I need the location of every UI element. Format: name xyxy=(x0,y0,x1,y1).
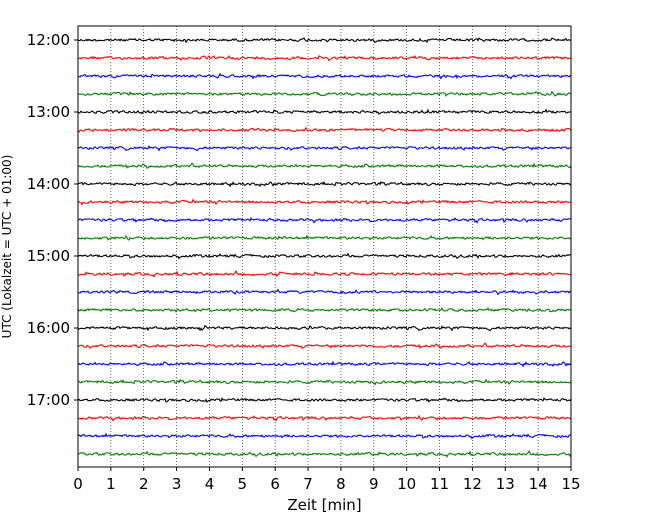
trace-1230 xyxy=(77,72,572,80)
x-tick-label: 10 xyxy=(397,475,416,493)
x-tick-label: 4 xyxy=(205,475,215,493)
y-tick-label: 12:00 xyxy=(27,31,70,49)
x-axis-label: Zeit [min] xyxy=(287,496,361,514)
x-tick-label: 8 xyxy=(336,475,346,493)
x-tick-label: 13 xyxy=(496,475,515,493)
trace-1500 xyxy=(77,252,572,260)
grid-layer xyxy=(110,26,539,467)
y-tick-label: 15:00 xyxy=(27,247,70,265)
x-tick-label: 6 xyxy=(270,475,280,493)
trace-1215 xyxy=(77,54,572,62)
trace-1445 xyxy=(77,234,572,241)
x-tick-label: 9 xyxy=(369,475,379,493)
x-tick-label: 11 xyxy=(430,475,449,493)
trace-1515 xyxy=(77,270,572,278)
tick-layer: 0 1 2 3 4 5 6 7 8 9 10 11 12 13 14 1512:0013:0014:0015:… xyxy=(27,31,581,493)
y-tick-label: 16:00 xyxy=(27,319,70,337)
trace-layer xyxy=(77,37,572,458)
trace-1430 xyxy=(77,216,572,224)
x-tick-label: 1 xyxy=(106,475,116,493)
trace-1345 xyxy=(77,162,572,169)
trace-1415 xyxy=(77,198,572,206)
trace-1315 xyxy=(77,126,572,133)
trace-1245 xyxy=(77,90,572,97)
y-axis-label: UTC (Lokalzeit = UTC + 01:00) xyxy=(0,155,14,339)
trace-1600 xyxy=(77,324,572,332)
trace-1530 xyxy=(77,288,572,296)
y-tick-label: 14:00 xyxy=(27,175,70,193)
trace-1745 xyxy=(77,450,572,458)
x-tick-label: 2 xyxy=(139,475,149,493)
x-tick-label: 12 xyxy=(463,475,482,493)
trace-1700 xyxy=(77,396,572,403)
trace-1715 xyxy=(77,414,572,422)
trace-1545 xyxy=(77,306,572,313)
trace-1330 xyxy=(77,145,572,152)
x-tick-label: 7 xyxy=(303,475,313,493)
trace-1615 xyxy=(77,342,572,349)
x-tick-label: 0 xyxy=(73,475,83,493)
trace-1730 xyxy=(77,432,572,440)
x-tick-label: 3 xyxy=(172,475,182,493)
y-tick-label: 13:00 xyxy=(27,103,70,121)
x-tick-label: 14 xyxy=(529,475,548,493)
trace-1645 xyxy=(77,378,572,386)
trace-1200 xyxy=(77,37,572,44)
x-tick-label: 15 xyxy=(561,475,580,493)
trace-1400 xyxy=(77,180,572,188)
trace-1300 xyxy=(77,108,572,116)
x-tick-label: 5 xyxy=(238,475,248,493)
trace-1630 xyxy=(77,360,572,368)
y-tick-label: 17:00 xyxy=(27,391,70,409)
plot-frame xyxy=(77,25,572,468)
